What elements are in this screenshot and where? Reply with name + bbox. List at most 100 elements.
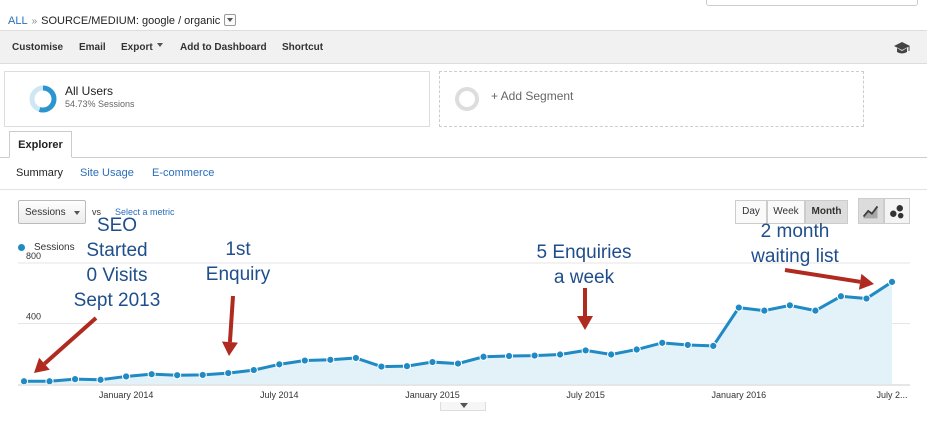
- data-point[interactable]: [326, 355, 335, 364]
- data-point[interactable]: [887, 277, 897, 287]
- data-point[interactable]: [632, 345, 641, 354]
- data-point[interactable]: [275, 360, 284, 369]
- x-tick-label: July 2014: [260, 390, 299, 400]
- email-button[interactable]: Email: [79, 42, 106, 53]
- add-segment-box[interactable]: + Add Segment: [439, 71, 864, 127]
- data-point[interactable]: [173, 371, 182, 380]
- breadcrumb-separator: »: [31, 16, 38, 27]
- data-point[interactable]: [862, 294, 871, 303]
- subtab-site-usage[interactable]: Site Usage: [80, 167, 134, 179]
- breadcrumb-dimension-label: SOURCE/MEDIUM:: [41, 15, 139, 27]
- shortcut-button[interactable]: Shortcut: [282, 42, 324, 53]
- report-toolbar: Customise Email Export Add to Dashboard …: [0, 30, 927, 64]
- chart-expand-handle[interactable]: [440, 402, 486, 411]
- select-metric-link[interactable]: Select a metric: [115, 207, 175, 217]
- data-point[interactable]: [70, 375, 80, 384]
- data-point[interactable]: [607, 350, 616, 359]
- line-chart-toggle[interactable]: [858, 198, 884, 224]
- annotation-line: waiting list: [751, 246, 839, 267]
- data-point[interactable]: [300, 356, 309, 365]
- segment-all-users[interactable]: All Users 54.73% Sessions: [4, 71, 430, 127]
- data-point[interactable]: [224, 369, 233, 378]
- data-point[interactable]: [811, 306, 820, 315]
- data-point[interactable]: [581, 346, 590, 355]
- data-point[interactable]: [479, 352, 488, 361]
- line-chart-icon: [862, 205, 879, 219]
- annotation-line: Sept 2013: [73, 290, 161, 311]
- breadcrumb-dimension-value: google / organic: [141, 15, 221, 27]
- data-point[interactable]: [96, 375, 105, 384]
- add-segment-label: + Add Segment: [491, 89, 574, 103]
- data-point[interactable]: [504, 351, 514, 361]
- sessions-line-chart: 800 400 January 2014 July 2014 January 2015 J…: [18, 251, 910, 400]
- data-point[interactable]: [836, 292, 846, 301]
- data-point[interactable]: [122, 372, 131, 381]
- tab-explorer[interactable]: Explorer: [9, 131, 72, 158]
- segment-subtitle: 54.73% Sessions: [65, 99, 135, 109]
- x-tick-label: January 2016: [712, 390, 767, 400]
- annotation-line: SEO: [96, 215, 138, 236]
- annotation-line: a week: [553, 267, 615, 288]
- chevron-down-icon: [74, 211, 80, 218]
- metric-select-value: Sessions: [25, 207, 66, 218]
- empty-segment-ring-icon: [455, 87, 479, 111]
- subtab-divider: [0, 189, 927, 190]
- data-point[interactable]: [45, 377, 54, 386]
- annotation-text: SEO Started 0 Visits Sept 2013: [47, 213, 187, 313]
- y-tick-label: 400: [26, 312, 41, 322]
- bubble-chart-icon: [890, 205, 904, 219]
- y-tick-label: 800: [26, 251, 41, 261]
- data-point[interactable]: [377, 362, 386, 371]
- annotation-text: 1st Enquiry: [168, 237, 308, 287]
- data-point[interactable]: [530, 351, 539, 360]
- data-point[interactable]: [658, 338, 667, 347]
- data-point[interactable]: [453, 359, 463, 368]
- data-point[interactable]: [428, 357, 437, 367]
- segment-title: All Users: [65, 84, 114, 98]
- data-point[interactable]: [198, 370, 207, 380]
- add-to-dashboard-button[interactable]: Add to Dashboard: [180, 42, 267, 53]
- subtab-summary[interactable]: Summary: [16, 167, 64, 179]
- data-point[interactable]: [760, 306, 769, 315]
- segment-ring-icon: [29, 85, 57, 113]
- x-tick-label: January 2014: [99, 390, 154, 400]
- customise-button[interactable]: Customise: [12, 42, 64, 53]
- chevron-down-icon: [156, 43, 163, 50]
- period-month-button[interactable]: Month: [805, 200, 848, 224]
- vs-label: vs: [92, 207, 101, 217]
- data-point[interactable]: [402, 362, 412, 371]
- x-tick-label: January 2015: [405, 390, 460, 400]
- annotation-line: 2 month: [760, 221, 830, 242]
- annotation-line: 0 Visits: [86, 265, 148, 286]
- legend-series-dot: [18, 244, 25, 251]
- data-point[interactable]: [709, 341, 718, 350]
- breadcrumb-all-link[interactable]: ALL: [8, 15, 28, 27]
- breadcrumb-dropdown-button[interactable]: [224, 14, 237, 26]
- export-button[interactable]: Export: [121, 42, 163, 53]
- metric-select[interactable]: Sessions: [18, 200, 86, 224]
- data-point[interactable]: [249, 365, 258, 375]
- annotation-text: 2 month waiting list: [725, 219, 865, 269]
- annotation-line: Started: [86, 240, 148, 261]
- data-point[interactable]: [785, 301, 794, 310]
- export-label: Export: [121, 42, 153, 53]
- annotation-text: 5 Enquiries a week: [514, 240, 654, 290]
- x-tick-label: July 2015: [566, 390, 605, 400]
- data-point[interactable]: [734, 303, 743, 312]
- period-day-button[interactable]: Day: [735, 200, 767, 224]
- annotation-line: 1st: [225, 239, 251, 260]
- data-point[interactable]: [147, 370, 156, 379]
- search-input[interactable]: [706, 0, 918, 6]
- legend-series-label: Sessions: [34, 242, 75, 253]
- x-tick-label: July 2...: [876, 390, 907, 400]
- data-point[interactable]: [556, 350, 565, 359]
- period-week-button[interactable]: Week: [767, 200, 805, 224]
- data-point[interactable]: [351, 353, 360, 363]
- motion-chart-toggle[interactable]: [884, 198, 910, 224]
- graduation-cap-icon[interactable]: [893, 41, 911, 55]
- data-point[interactable]: [683, 340, 692, 350]
- subtab-ecommerce[interactable]: E-commerce: [152, 167, 215, 179]
- top-bar: ALL» SOURCE/MEDIUM: google / organic: [0, 0, 927, 30]
- tab-divider: [0, 157, 927, 158]
- data-point[interactable]: [19, 377, 29, 386]
